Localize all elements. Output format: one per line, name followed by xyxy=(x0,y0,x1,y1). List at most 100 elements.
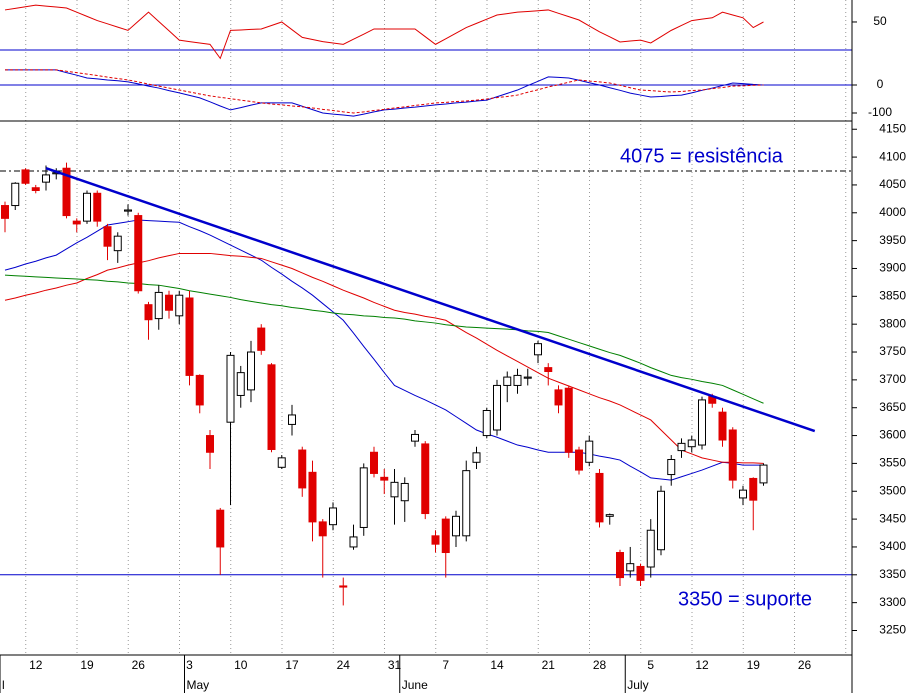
y-tick-label: 3700 xyxy=(879,372,906,386)
candle-body xyxy=(329,507,337,526)
candle-body xyxy=(195,374,204,406)
candle-body xyxy=(667,459,676,476)
month-label: July xyxy=(627,678,648,692)
candle-body xyxy=(42,174,50,183)
candle-body xyxy=(62,167,71,217)
candle-body xyxy=(503,376,512,386)
x-tick-label: 19 xyxy=(80,658,94,672)
candle-body xyxy=(482,409,491,437)
candle-body xyxy=(441,518,450,554)
y-tick-label: 3500 xyxy=(879,483,906,497)
y-tick-label: 3900 xyxy=(879,261,906,275)
x-tick-label: 19 xyxy=(747,658,761,672)
candle-body xyxy=(687,439,696,448)
candle-body xyxy=(677,442,686,452)
candle-body xyxy=(626,563,635,572)
x-tick-label: 28 xyxy=(593,658,607,672)
month-label: June xyxy=(402,678,428,692)
x-tick-label: 12 xyxy=(695,658,709,672)
candle-body xyxy=(431,535,440,545)
y-tick-label: 4150 xyxy=(879,121,906,135)
candle-body xyxy=(144,304,153,321)
candle-body xyxy=(749,477,758,501)
x-tick-label: 26 xyxy=(798,658,812,672)
series-line xyxy=(4,274,764,404)
candle-body xyxy=(134,215,143,292)
x-tick-label: 5 xyxy=(647,658,654,672)
candle-body xyxy=(564,387,573,453)
candle-body xyxy=(185,297,194,376)
y-tick-label: 4050 xyxy=(879,177,906,191)
candle-body xyxy=(339,585,348,588)
candle-body xyxy=(226,354,235,423)
candle-body xyxy=(534,343,542,356)
candle-body xyxy=(616,552,624,579)
y-tick-label: 3300 xyxy=(879,595,906,609)
x-tick-label: 26 xyxy=(132,658,146,672)
candle-body xyxy=(400,482,409,502)
candle-body xyxy=(308,471,317,523)
plot-area: 121926310172431714212851219262lMayJuneJu… xyxy=(0,4,852,693)
candle-body xyxy=(472,452,481,463)
month-label: May xyxy=(187,678,210,692)
candle-body xyxy=(247,351,255,391)
x-tick-label: 21 xyxy=(542,658,556,672)
candle-body xyxy=(575,449,583,471)
series-line xyxy=(5,69,764,114)
candle-body xyxy=(277,457,286,468)
candle-body xyxy=(370,451,378,474)
candle-body xyxy=(1,205,9,219)
candle-body xyxy=(236,372,245,396)
y-tick-label: 3950 xyxy=(879,233,906,247)
candle-body xyxy=(267,364,276,450)
candle-body xyxy=(636,565,645,581)
candle-body xyxy=(390,481,399,498)
series-line xyxy=(4,4,764,60)
y-tick-label: 4100 xyxy=(879,149,906,163)
candle-body xyxy=(544,367,553,373)
x-tick-label: 7 xyxy=(442,658,449,672)
candle-body xyxy=(93,192,102,222)
candle-body xyxy=(216,509,225,548)
series-line xyxy=(4,252,764,464)
candle-body xyxy=(11,182,20,207)
candle-body xyxy=(513,374,522,386)
x-tick-label: 10 xyxy=(234,658,248,672)
candle-body xyxy=(349,536,358,548)
candle-body xyxy=(698,399,706,446)
y-tick-label: 0 xyxy=(877,77,884,91)
candle-body xyxy=(595,472,604,523)
candle-body xyxy=(759,464,768,484)
candle-body xyxy=(206,435,214,453)
candle-body xyxy=(72,220,81,225)
candle-body xyxy=(113,235,122,252)
candle-body xyxy=(452,515,460,537)
month-label: l xyxy=(2,678,5,692)
candle-body xyxy=(585,440,594,463)
y-tick-label: 4000 xyxy=(879,205,906,219)
candle-body xyxy=(523,376,532,379)
trend-line xyxy=(45,167,816,433)
x-tick-label: 12 xyxy=(29,658,43,672)
x-tick-label: 3 xyxy=(186,658,193,672)
series-line xyxy=(5,69,764,117)
candle-body xyxy=(493,384,501,431)
candle-body xyxy=(739,489,747,499)
candle-body xyxy=(103,226,112,247)
y-tick-label: 3350 xyxy=(879,567,906,581)
y-tick-label: 3450 xyxy=(879,511,906,525)
candle-body xyxy=(154,291,163,320)
y-tick-label: 3800 xyxy=(879,316,906,330)
candle-body xyxy=(421,443,430,515)
y-tick-label: 3750 xyxy=(879,344,906,358)
annotation: 3350 = suporte xyxy=(678,588,812,610)
x-tick-label: 31 xyxy=(388,658,402,672)
candle-body xyxy=(380,476,389,481)
series-line xyxy=(4,219,764,481)
candle-body xyxy=(718,411,727,441)
y-tick-label: 50 xyxy=(873,14,887,28)
candle-body xyxy=(605,514,614,517)
candle-body xyxy=(31,187,40,192)
